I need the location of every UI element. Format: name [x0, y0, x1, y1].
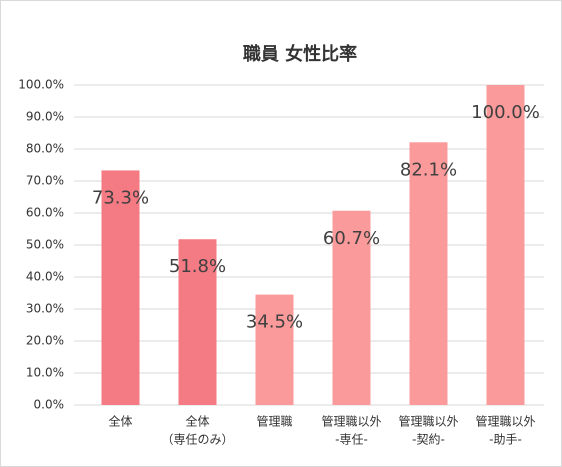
y-tick-label: 30.0% — [26, 302, 64, 316]
bar — [101, 170, 140, 405]
y-tick-label: 80.0% — [26, 142, 64, 156]
x-tick-label: -専任- — [335, 433, 368, 447]
x-tick-label: 全体 — [185, 414, 209, 429]
value-label: 82.1% — [400, 159, 457, 180]
chart-title: 職員 女性比率 — [243, 43, 357, 65]
x-tick-label: 管理職以外 — [475, 414, 535, 429]
value-label: 51.8% — [169, 256, 226, 277]
x-tick-label: 管理職 — [256, 414, 292, 429]
y-tick-label: 60.0% — [26, 206, 64, 220]
y-tick-label: 50.0% — [26, 238, 64, 252]
x-tick-label: 全体 — [108, 414, 132, 429]
y-tick-label: 100.0% — [18, 78, 64, 92]
value-label: 100.0% — [471, 102, 540, 123]
bar — [178, 239, 217, 405]
bar — [332, 210, 371, 405]
x-tick-label: 管理職以外 — [398, 414, 458, 429]
x-tick-label: -助手- — [489, 433, 522, 447]
y-tick-label: 70.0% — [26, 174, 64, 188]
y-tick-label: 90.0% — [26, 110, 64, 124]
bar — [255, 294, 294, 405]
value-label: 34.5% — [246, 312, 303, 333]
bar — [409, 142, 448, 405]
y-tick-label: 40.0% — [26, 270, 64, 284]
y-tick-label: 20.0% — [26, 334, 64, 348]
y-tick-label: 10.0% — [26, 366, 64, 380]
value-label: 73.3% — [92, 187, 149, 208]
bar — [486, 85, 525, 405]
x-tick-label: -契約- — [412, 432, 445, 447]
x-tick-label: 管理職以外 — [321, 414, 381, 429]
y-tick-label: 0.0% — [34, 398, 65, 412]
x-tick-label: （専任のみ） — [161, 433, 233, 447]
value-label: 60.7% — [323, 228, 380, 249]
